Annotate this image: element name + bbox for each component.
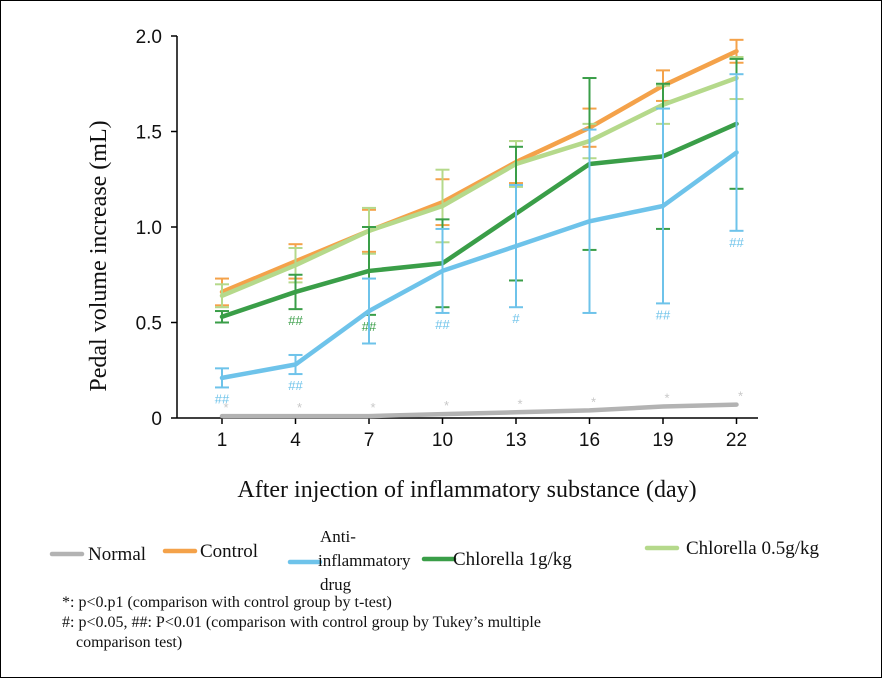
legend-label-line: drug [320, 575, 352, 594]
x-tick-label: 19 [652, 430, 673, 451]
legend-label-line: Anti- [320, 527, 356, 546]
legend-label: Chlorella 1g/kg [453, 549, 572, 570]
note-asterisk: *: p<0.p1 (comparison with control group… [62, 594, 392, 611]
x-tick-label: 1 [217, 430, 228, 451]
y-tick-label: 0.5 [136, 314, 162, 335]
note-hash-continued: comparison test) [76, 634, 183, 651]
y-tick-label: 0 [151, 409, 162, 430]
significance-mark: * [738, 389, 743, 404]
y-tick-label: 1.0 [136, 218, 162, 239]
note-hash: #: p<0.05, ##: P<0.01 (comparison with c… [62, 614, 541, 631]
x-tick-label: 4 [290, 430, 301, 451]
x-tick-label: 22 [726, 430, 747, 451]
significance-mark: * [223, 400, 228, 415]
series-line [219, 49, 739, 295]
legend-label: Control [200, 541, 258, 562]
significance-mark: ## [215, 391, 230, 406]
significance-mark: ## [288, 378, 303, 393]
series-line [219, 150, 739, 381]
significance-mark: ## [288, 313, 303, 328]
series-line [219, 402, 739, 419]
legend-label-line: inflammatory [318, 551, 411, 570]
series-line [219, 121, 739, 320]
legend-item-chlorella-0-5g-kg: Chlorella 0.5g/kg [644, 538, 819, 559]
significance-mark: * [297, 400, 302, 415]
significance-mark: * [370, 400, 375, 415]
significance-mark: * [517, 396, 522, 411]
significance-mark: * [444, 398, 449, 413]
significance-mark: * [664, 391, 669, 406]
significance-mark: # [512, 311, 520, 326]
x-axis-label: After injection of inflammatory substanc… [237, 477, 696, 503]
series-normal: * * * * * * * * [219, 389, 743, 419]
significance-mark: ## [656, 307, 671, 322]
significance-mark: ## [729, 235, 744, 250]
significance-mark: ## [435, 317, 450, 332]
legend-label: Chlorella 0.5g/kg [686, 538, 819, 559]
chart-legend: Normal Control Anti-inflammatory drug Chlore… [49, 527, 819, 594]
series-anti-inflammatory-drug: ###### # #### [215, 73, 744, 406]
x-tick-label: 10 [432, 430, 453, 451]
chart-marks: ###############******** [215, 38, 744, 419]
legend-label: Normal [88, 544, 146, 565]
y-tick-label: 2.0 [136, 27, 162, 48]
y-tick-label: 1.5 [136, 123, 162, 144]
legend-item-normal: Normal [49, 544, 146, 565]
x-tick-label: 7 [364, 430, 375, 451]
x-tick-label: 13 [505, 430, 526, 451]
y-axis-label: Pedal volume increase (mL) [86, 120, 112, 391]
series-line [219, 75, 739, 299]
legend-item-control: Control [162, 541, 258, 562]
legend-item-anti-inflammatory-drug: Anti-inflammatory drug [287, 527, 411, 594]
significance-mark: * [591, 394, 596, 409]
legend-item-chlorella-1g-kg: Chlorella 1g/kg [421, 549, 572, 570]
x-tick-label: 16 [579, 430, 600, 451]
